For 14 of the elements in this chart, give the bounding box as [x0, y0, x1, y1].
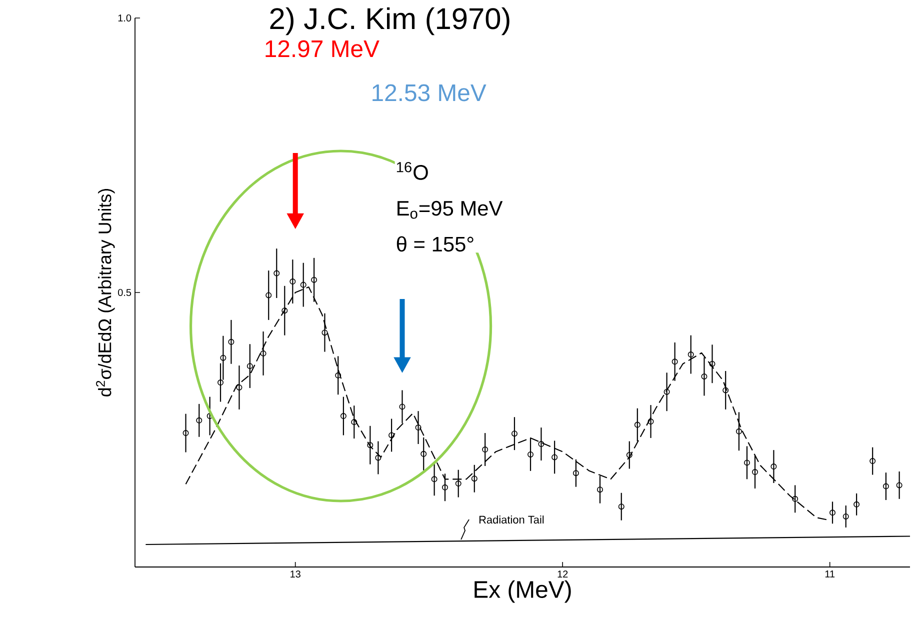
- x-tick-label: 12: [558, 570, 568, 578]
- x-axis-title: Ex (MeV): [474, 580, 571, 603]
- x-tick-label: 13: [290, 570, 300, 578]
- annotation: Radiation Tail: [479, 516, 544, 524]
- chart-title: 2) J.C. Kim (1970): [270, 7, 510, 36]
- y-tick-label: 0.5: [118, 288, 132, 296]
- y-tick-label: 1.0: [118, 14, 132, 22]
- y-axis-title: d$^{2}$σ/dEdΩ (Arbitrary Units): [96, 188, 115, 396]
- annotation: 12.53 MeV: [372, 84, 486, 102]
- annotation: 12.97 MeV: [266, 40, 380, 58]
- annotation: θ = 155°: [396, 236, 474, 252]
- x-tick-label: 11: [825, 570, 835, 578]
- annotation: E$_{o}$=95 MeV: [398, 200, 503, 219]
- annotation: $^{16}$O: [396, 162, 428, 180]
